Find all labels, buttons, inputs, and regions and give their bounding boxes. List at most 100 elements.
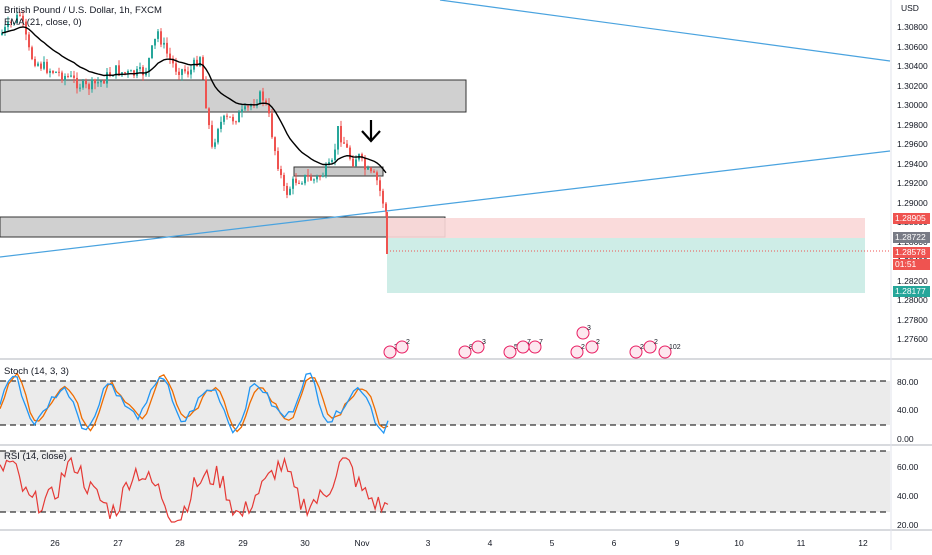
- currency-label[interactable]: USD: [901, 3, 919, 13]
- candle-body: [364, 158, 366, 170]
- support-zone-box[interactable]: [0, 216, 446, 238]
- stoch-level-80: 80.00: [897, 377, 919, 387]
- candle-body: [85, 80, 87, 85]
- economic-event-flag-icon[interactable]: 2: [395, 339, 410, 354]
- candle-body: [352, 158, 354, 167]
- economic-event-flag-icon[interactable]: 7: [528, 339, 543, 354]
- price-axis-label: 1.27800: [897, 314, 928, 325]
- price-axis-label: 1.27600: [897, 334, 928, 344]
- candle-body: [229, 116, 231, 118]
- candle-body: [292, 178, 294, 189]
- stoch-legend[interactable]: Stoch (14, 3, 3): [4, 366, 69, 377]
- candle-body: [106, 72, 108, 84]
- candle-body: [322, 175, 324, 177]
- candle-body: [328, 162, 330, 166]
- candle-body: [58, 71, 60, 73]
- candle-body: [52, 70, 54, 73]
- lower-trendline[interactable]: [0, 150, 891, 258]
- candle-body: [283, 175, 285, 186]
- candle-body: [34, 59, 36, 66]
- time-axis-label: 11: [796, 538, 806, 548]
- economic-event-flag-icon[interactable]: 2: [643, 339, 658, 354]
- candle-body: [361, 154, 363, 159]
- candle-body: [4, 26, 6, 33]
- take-profit-zone[interactable]: [387, 238, 865, 293]
- upper-trendline[interactable]: [439, 0, 891, 62]
- economic-event-flag-icon[interactable]: 102: [658, 344, 681, 359]
- candle-body: [196, 59, 198, 66]
- candle-body: [295, 178, 297, 183]
- economic-event-flag-icon[interactable]: 2: [585, 339, 600, 354]
- candle-body: [16, 14, 18, 23]
- candle-body: [304, 174, 306, 184]
- candle-body: [217, 128, 219, 143]
- candle-body: [115, 65, 117, 76]
- candle-body: [61, 72, 63, 81]
- candle-body: [187, 71, 189, 75]
- candle-body: [112, 75, 114, 77]
- stoch-k-line: [0, 372, 389, 435]
- candle-body: [28, 34, 30, 48]
- candle-body: [346, 143, 348, 148]
- candle-body: [382, 190, 384, 204]
- stoch-band: [0, 381, 890, 425]
- candle-body: [1, 32, 3, 35]
- candle-body: [184, 69, 186, 72]
- price-axis-label: 1.29200: [897, 178, 928, 188]
- economic-event-flag-icon[interactable]: 2: [570, 344, 585, 359]
- candle-body: [265, 100, 267, 104]
- candle-body: [31, 47, 33, 60]
- ema-legend[interactable]: EMA (21, close, 0): [4, 17, 82, 28]
- candle-body: [274, 137, 276, 152]
- price-axis-label: 1.28000: [897, 295, 928, 305]
- candle-body: [367, 167, 369, 170]
- time-axis-label: 5: [549, 538, 555, 548]
- economic-event-flag-icon[interactable]: 3: [576, 325, 591, 340]
- candle-body: [223, 115, 225, 122]
- candle-body: [355, 159, 357, 167]
- last-price-tag: 1.28578: [893, 247, 930, 258]
- candle-body: [97, 82, 99, 84]
- economic-events-row[interactable]: 328357732222102: [383, 325, 681, 359]
- candle-body: [316, 176, 318, 180]
- candle-body: [169, 53, 171, 59]
- candle-body: [343, 142, 345, 144]
- price-pane[interactable]: [0, 0, 890, 358]
- candle-body: [139, 67, 141, 69]
- event-count-label: 102: [669, 344, 681, 351]
- stoch-level-40: 40.00: [897, 405, 919, 415]
- candle-body: [109, 72, 111, 76]
- economic-event-flag-icon[interactable]: 2: [629, 344, 644, 359]
- candle-body: [334, 149, 336, 161]
- price-axis-label: 1.30600: [897, 41, 928, 52]
- candle-body: [142, 67, 144, 76]
- event-count-label: 2: [640, 344, 644, 351]
- event-count-label: 7: [539, 339, 543, 346]
- bar-countdown-tag: 01:51: [893, 259, 930, 270]
- time-axis-label: 27: [113, 538, 123, 548]
- candle-body: [7, 21, 9, 27]
- candle-body: [370, 167, 372, 172]
- candle-body: [241, 109, 243, 113]
- stop-loss-zone[interactable]: [387, 218, 865, 238]
- candle-body: [373, 171, 375, 173]
- down-arrow-annotation-icon[interactable]: [361, 120, 381, 143]
- candle-body: [205, 79, 207, 109]
- resistance-zone-box[interactable]: [0, 79, 467, 113]
- candle-body: [262, 91, 264, 101]
- candle-body: [67, 75, 69, 77]
- rsi-legend[interactable]: RSI (14, close): [4, 451, 67, 462]
- candle-body: [379, 180, 381, 191]
- candle-body: [340, 126, 342, 143]
- candle-body: [259, 91, 261, 104]
- candle-body: [73, 75, 75, 78]
- economic-event-flag-icon[interactable]: 3: [471, 339, 486, 354]
- price-axis-label: 1.29800: [897, 119, 928, 130]
- consolidation-box[interactable]: [293, 166, 384, 177]
- economic-event-flag-icon[interactable]: 5: [503, 344, 518, 359]
- event-count-label: 3: [482, 339, 486, 346]
- economic-event-flag-icon[interactable]: 8: [458, 344, 473, 359]
- candle-body: [220, 121, 222, 129]
